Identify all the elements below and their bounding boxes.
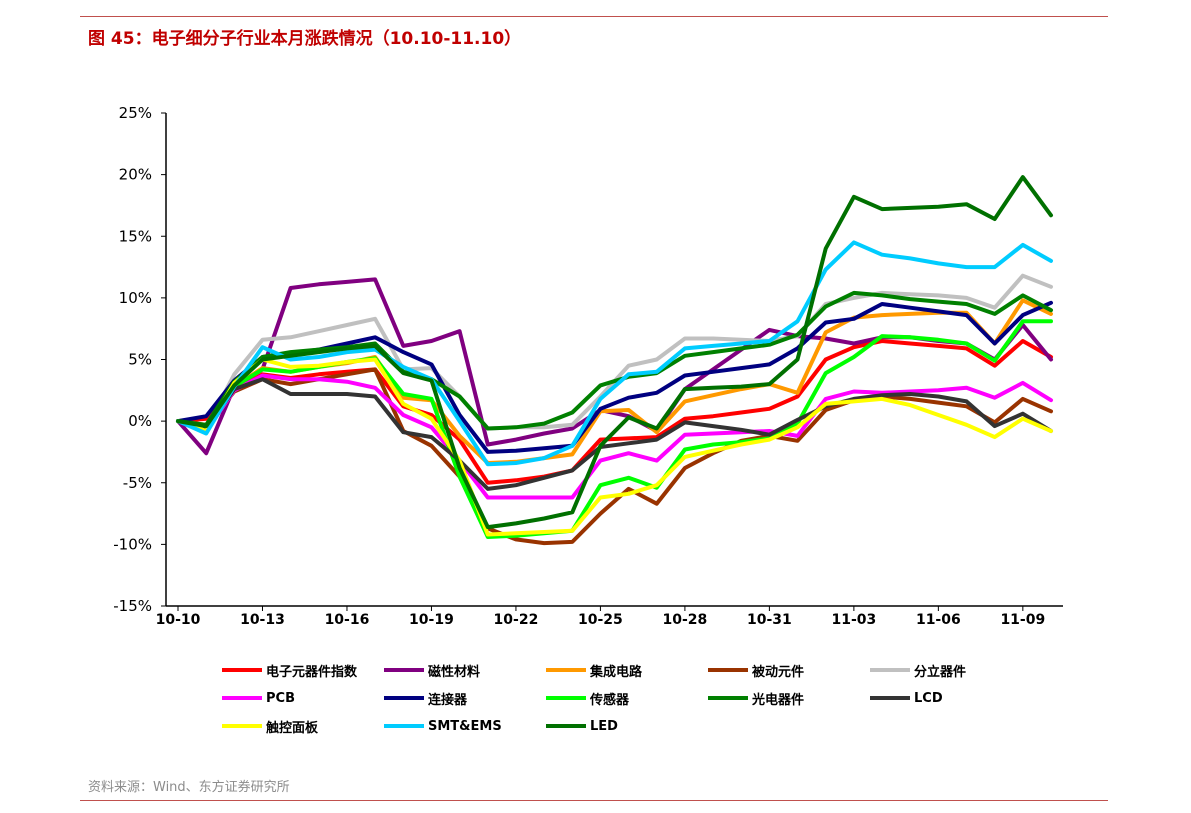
legend-item: 磁性材料	[384, 660, 480, 680]
legend-swatch	[546, 668, 586, 672]
y-tick-label: 5%	[128, 351, 152, 369]
legend-item: 触控面板	[222, 716, 318, 736]
x-tick-label: 10-22	[494, 612, 539, 628]
y-tick-label: -15%	[113, 597, 152, 615]
legend-item: 传感器	[546, 688, 629, 708]
series-line-5	[176, 373, 1053, 500]
source-note: 资料来源：Wind、东方证券研究所	[88, 780, 290, 795]
x-tick-label: 10-25	[578, 612, 623, 628]
y-tick-label: -5%	[123, 474, 152, 492]
legend-item: 集成电路	[546, 660, 642, 680]
legend-item: LED	[546, 716, 618, 736]
series-line-10	[176, 357, 1053, 537]
legend-label: 被动元件	[752, 664, 805, 680]
legend-item: 被动元件	[708, 660, 804, 680]
legend-label: LCD	[914, 690, 943, 706]
legend-label: 连接器	[428, 692, 468, 708]
legend-label: 电子元器件指数	[266, 664, 358, 680]
legend-swatch	[222, 668, 262, 672]
figure-title: 图 45：电子细分子行业本月涨跌情况（10.10-11.10）	[88, 29, 522, 49]
x-tick-label: 10-13	[240, 612, 285, 628]
legend-label: SMT&EMS	[428, 718, 502, 734]
legend-swatch	[708, 696, 748, 700]
bottom-rule	[80, 800, 1108, 801]
y-tick-label: 20%	[119, 166, 152, 184]
legend-label: 集成电路	[590, 664, 643, 680]
legend-label: 分立器件	[914, 664, 967, 680]
x-tick-label: 10-19	[409, 612, 454, 628]
x-tick-label: 11-06	[916, 612, 961, 628]
x-tick-label: 10-28	[663, 612, 708, 628]
legend-item: 分立器件	[870, 660, 966, 680]
series-line-9	[176, 377, 1053, 491]
legend-label: 光电器件	[752, 692, 805, 708]
legend-label: 触控面板	[266, 720, 319, 736]
legend-swatch	[870, 696, 910, 700]
legend-swatch	[384, 724, 424, 728]
series-line-0	[176, 339, 1053, 485]
x-tick-label: 11-03	[831, 612, 876, 628]
legend-item: LCD	[870, 688, 943, 708]
legend-item: 电子元器件指数	[222, 660, 357, 680]
series-line-11	[176, 240, 1053, 467]
legend-item: SMT&EMS	[384, 716, 502, 736]
x-tick-label: 10-10	[156, 612, 201, 628]
top-rule	[80, 16, 1108, 17]
y-tick-label: 10%	[119, 289, 152, 307]
legend-label: PCB	[266, 690, 295, 706]
y-tick-label: 15%	[119, 227, 152, 245]
series-line-12	[176, 175, 1053, 530]
legend-swatch	[222, 696, 262, 700]
legend-label: LED	[590, 718, 618, 734]
legend-swatch	[546, 724, 586, 728]
x-tick-label: 10-16	[325, 612, 370, 628]
x-tick-label: 10-31	[747, 612, 792, 628]
legend-swatch	[222, 724, 262, 728]
legend-swatch	[708, 668, 748, 672]
y-tick-label: 0%	[128, 412, 152, 430]
y-tick-label: 25%	[119, 104, 152, 122]
legend-item: 光电器件	[708, 688, 804, 708]
y-tick-label: -10%	[113, 535, 152, 553]
x-tick-label: 11-09	[1000, 612, 1045, 628]
legend-swatch	[384, 668, 424, 672]
line-chart: -15% -10% -5% 0% 5% 10% 15% 20% 25% 10-10 10-13 10-…	[113, 104, 1063, 628]
series-line-8	[176, 290, 1053, 431]
legend-label: 传感器	[590, 692, 630, 708]
legend-item: 连接器	[384, 688, 467, 708]
legend-item: PCB	[222, 688, 295, 708]
legend-swatch	[384, 696, 424, 700]
legend-swatch	[546, 696, 586, 700]
legend-swatch	[870, 668, 910, 672]
legend-label: 磁性材料	[428, 664, 481, 680]
